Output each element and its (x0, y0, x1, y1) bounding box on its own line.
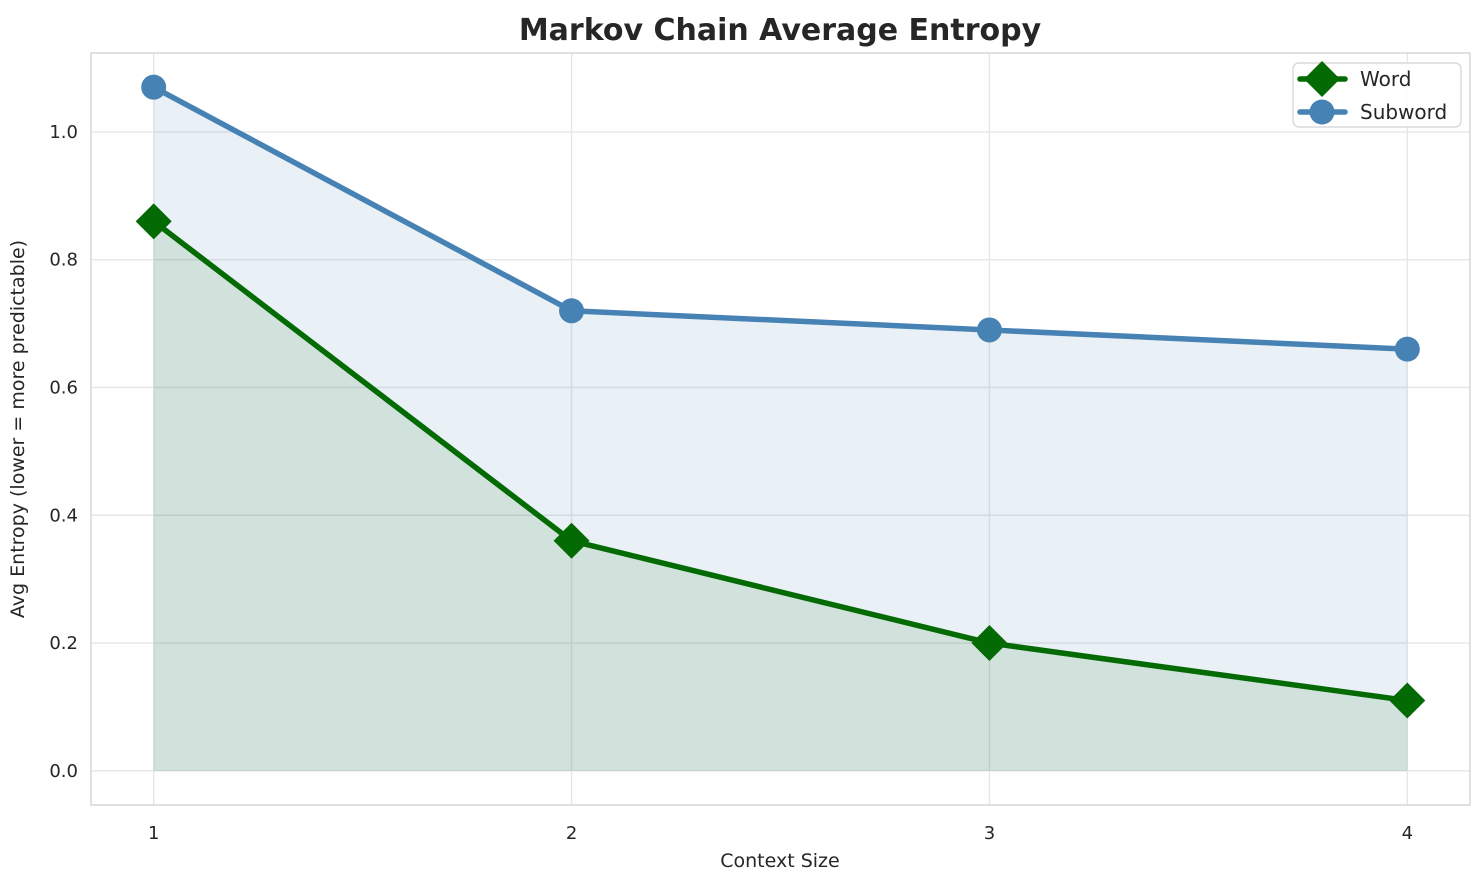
area-layer (153, 87, 1408, 771)
legend-item-subword: Subword (1297, 99, 1447, 125)
word-marker (1389, 682, 1426, 719)
word-marker (971, 625, 1008, 662)
x-tick-label: 2 (566, 823, 577, 844)
word-area (153, 221, 1408, 771)
word-line (150, 218, 1411, 704)
x-tick-label: 3 (984, 823, 995, 844)
subword-line (150, 84, 1411, 352)
marker-layer (135, 74, 1426, 719)
subword-marker (559, 298, 585, 324)
subword-marker (1394, 336, 1420, 362)
word-marker (553, 522, 590, 559)
y-tick-label: 1.0 (49, 122, 78, 143)
legend: Word Subword (1292, 61, 1462, 128)
chart-title: Markov Chain Average Entropy (519, 13, 1042, 48)
word-marker (135, 203, 172, 240)
y-tick-label: 0.0 (49, 761, 78, 782)
subword-marker (976, 317, 1002, 343)
x-tick-label: 4 (1402, 823, 1413, 844)
line-layer (150, 84, 1411, 704)
legend-label: Word (1360, 67, 1411, 91)
x-tick-label: 1 (148, 823, 159, 844)
grid-layer (91, 53, 1470, 805)
x-axis-label: Context Size (720, 850, 839, 872)
subword-marker (141, 74, 167, 100)
y-tick-label: 0.8 (49, 250, 78, 271)
plot-border (90, 52, 1471, 806)
legend-label: Subword (1360, 100, 1447, 124)
y-tick-label: 0.4 (49, 505, 78, 526)
y-tick-label: 0.2 (49, 633, 78, 654)
tick-layer: 0.0 0.2 0.4 0.6 0.8 1.0 1 2 3 4 (49, 122, 1413, 844)
y-axis-label: Avg Entropy (lower = more predictable) (7, 240, 29, 618)
spine-layer (90, 52, 1471, 806)
legend-circle-icon (1309, 99, 1335, 125)
subword-area (153, 87, 1408, 771)
y-tick-label: 0.6 (49, 377, 78, 398)
legend-diamond-icon (1304, 61, 1340, 97)
legend-item-word: Word (1297, 61, 1411, 97)
